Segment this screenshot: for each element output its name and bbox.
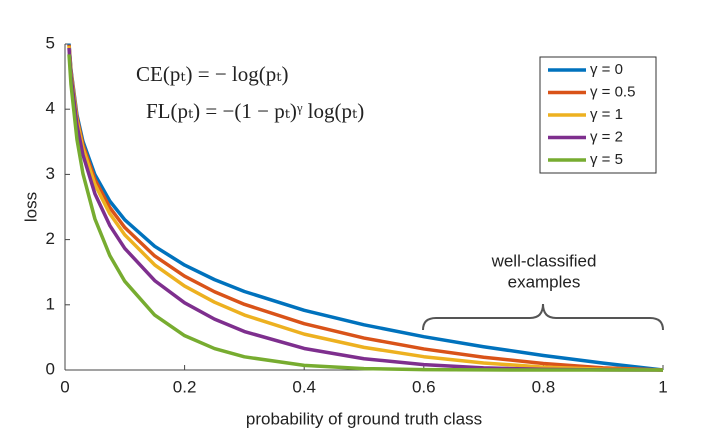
y-tick-label: 1 [46,294,55,313]
y-tick-label: 0 [46,359,55,378]
legend-label: γ = 0 [590,61,623,78]
x-tick-label: 0.8 [532,377,556,396]
annotation: examples [508,272,581,291]
x-tick-label: 0 [60,377,69,396]
legend-label: γ = 0.5 [590,83,635,100]
line [67,47,664,372]
y-axis-label: loss [21,192,40,222]
brace [422,303,664,331]
legend-label: γ = 2 [590,128,623,145]
x-axis-label: probability of ground truth class [246,409,482,428]
legend-label: γ = 5 [590,151,623,168]
line [67,54,663,372]
annotation: CE(pₜ) = − log(pₜ) [136,62,288,86]
x-tick-label: 0.4 [292,377,316,396]
x-tick-label: 0.6 [412,377,436,396]
annotation: FL(pₜ) = −(1 − pₜ)ᵞ log(pₜ) [146,99,364,123]
y-tick-label: 3 [46,164,55,183]
y-tick-label: 5 [46,33,55,52]
annotation: well-classified [491,251,597,270]
x-tick-label: 0.2 [173,377,197,396]
legend-label: γ = 1 [590,106,623,123]
y-tick-label: 4 [46,99,55,118]
x-tick-label: 1 [658,377,667,396]
y-tick-label: 2 [46,229,55,248]
